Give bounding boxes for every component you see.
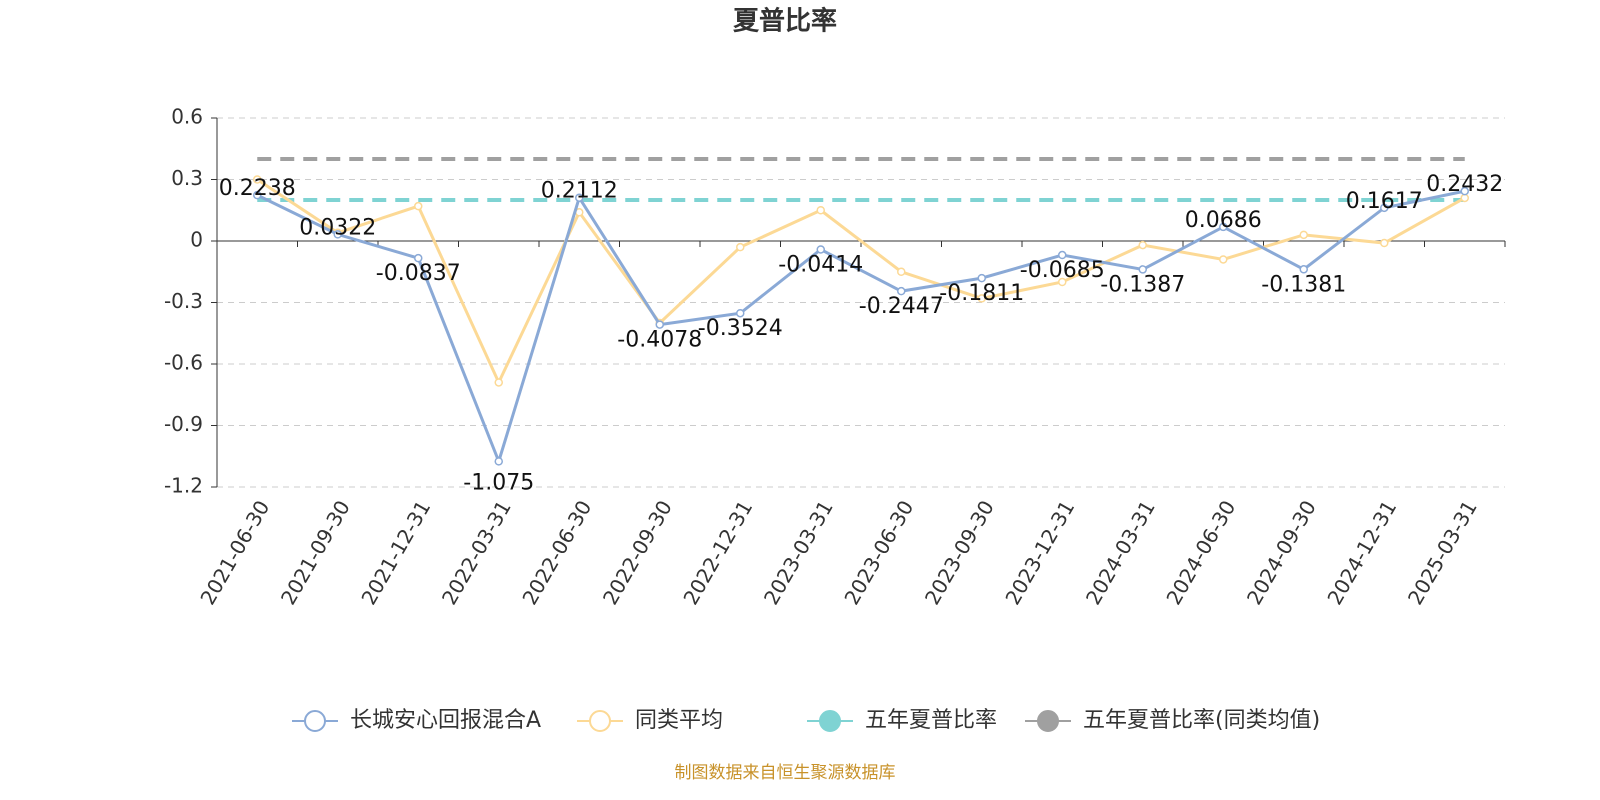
legend-marker (304, 710, 326, 732)
data-label: 0.0686 (1185, 208, 1262, 233)
legend-label: 五年夏普比率(同类均值) (1083, 708, 1320, 733)
point (1058, 250, 1067, 260)
point (816, 206, 825, 215)
point (1380, 238, 1389, 248)
y-tick-label: 0 (190, 228, 203, 252)
point (736, 308, 745, 318)
data-label: -1.075 (463, 470, 534, 495)
data-label: -0.1811 (939, 281, 1024, 306)
y-tick-label: -1.2 (164, 474, 203, 498)
point (575, 193, 584, 202)
x-tick-label: 2023-06-30 (839, 496, 918, 609)
point (1219, 255, 1228, 264)
x-tick-label: 2022-09-30 (598, 496, 677, 609)
legend-item: 五年夏普比率(同类均值) (1025, 708, 1320, 733)
point (736, 242, 745, 252)
y-tick-label: -0.6 (164, 351, 203, 375)
x-tick-label: 2021-09-30 (276, 496, 355, 609)
x-tick-label: 2024-06-30 (1161, 496, 1240, 609)
point (494, 457, 503, 466)
data-label: -0.2447 (859, 294, 944, 319)
x-tick-label: 2023-12-31 (1000, 496, 1079, 609)
point (1299, 230, 1308, 240)
legend-marker (589, 710, 611, 732)
data-label: -0.1387 (1100, 272, 1185, 297)
point (977, 273, 986, 283)
point (1219, 222, 1228, 232)
x-tick-label: 2021-12-31 (356, 496, 435, 609)
legend-label: 长城安心回报混合A (350, 708, 541, 733)
point (414, 201, 423, 211)
data-label: 0.2112 (541, 179, 618, 204)
point (1460, 186, 1469, 196)
x-tick-label: 2022-03-31 (437, 496, 516, 609)
point (333, 230, 342, 239)
legend-label: 五年夏普比率 (865, 708, 997, 733)
series-line (256, 189, 1466, 466)
legend-marker (1037, 710, 1059, 732)
x-tick-label: 2024-09-30 (1242, 496, 1321, 609)
data-label: -0.4078 (617, 328, 702, 353)
y-tick-label: 0.6 (171, 105, 203, 129)
legend-label: 同类平均 (635, 708, 723, 733)
point (1138, 265, 1147, 274)
point (494, 378, 503, 387)
x-tick-label: 2024-03-31 (1081, 496, 1160, 609)
point (655, 320, 664, 329)
x-tick-label: 2022-12-31 (678, 496, 757, 609)
x-tick-label: 2023-03-31 (759, 496, 838, 609)
chart-title: 夏普比率 (733, 6, 837, 37)
data-label: 0.2432 (1426, 172, 1503, 197)
point (977, 294, 986, 303)
x-tick-label: 2023-09-30 (920, 496, 999, 609)
x-tick-label: 2024-12-31 (1322, 496, 1401, 609)
source-note: 制图数据来自恒生聚源数据库 (675, 763, 896, 783)
x-tick-label: 2021-06-30 (195, 496, 274, 609)
point (414, 253, 423, 263)
point (1138, 240, 1147, 250)
data-label: -0.0837 (376, 261, 461, 286)
legend-item: 同类平均 (577, 708, 723, 733)
data-label: -0.0685 (1020, 258, 1105, 283)
data-label: 0.0322 (299, 215, 376, 240)
legend-marker (819, 710, 841, 732)
legend-item: 五年夏普比率 (807, 708, 997, 733)
point (897, 267, 906, 276)
x-tick-label: 2022-06-30 (517, 496, 596, 609)
data-label: -0.3524 (698, 316, 783, 341)
point (897, 286, 906, 296)
point (253, 175, 262, 184)
point (253, 190, 262, 200)
x-tick-label: 2025-03-31 (1403, 496, 1482, 609)
point (816, 245, 825, 254)
data-label: -0.0414 (778, 252, 863, 277)
y-tick-label: 0.3 (171, 166, 203, 190)
y-tick-label: -0.9 (164, 412, 203, 436)
point (1299, 265, 1308, 274)
legend-item: 长城安心回报混合A (292, 708, 541, 733)
data-label: 0.2238 (219, 176, 296, 201)
data-label: 0.1617 (1346, 189, 1423, 214)
data-label: -0.1381 (1261, 272, 1346, 297)
point (1380, 203, 1389, 213)
y-tick-label: -0.3 (164, 289, 203, 313)
point (1058, 277, 1067, 287)
